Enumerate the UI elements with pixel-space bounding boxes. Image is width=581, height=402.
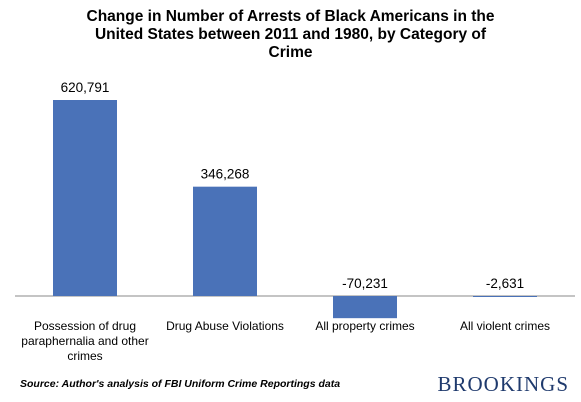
- category-label-0-line-2: crimes: [67, 349, 102, 363]
- brookings-logo: BROOKINGS: [437, 372, 569, 396]
- category-label-3-line-0: All violent crimes: [460, 319, 550, 333]
- value-label-1: 346,268: [201, 167, 250, 182]
- chart-title: Change in Number of Arrests of Black Ame…: [86, 8, 495, 61]
- bars-group: [53, 100, 537, 319]
- value-label-3: -2,631: [486, 276, 524, 291]
- bar-2: [333, 296, 397, 319]
- source-note: Source: Author's analysis of FBI Uniform…: [20, 378, 341, 390]
- category-label-1-line-0: Drug Abuse Violations: [166, 319, 284, 333]
- value-label-0: 620,791: [61, 80, 110, 95]
- category-label-0-line-0: Possession of drug: [34, 319, 136, 333]
- value-labels-group: 620,791 346,268 -70,231 -2,631: [61, 80, 525, 291]
- value-label-2: -70,231: [342, 276, 388, 291]
- category-label-0-line-1: paraphernalia and other: [21, 334, 148, 348]
- bar-0: [53, 100, 117, 296]
- bar-3: [473, 296, 537, 297]
- bar-1: [193, 186, 257, 296]
- category-label-2-line-0: All property crimes: [315, 319, 414, 333]
